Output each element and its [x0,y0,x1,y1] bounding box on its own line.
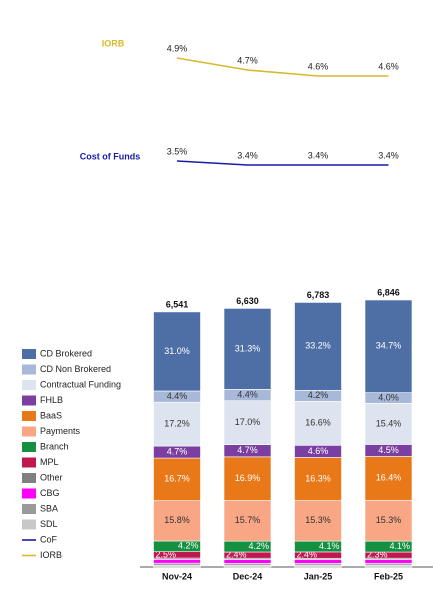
total-label: 6,846 [377,287,400,297]
data-label: 16.4% [376,473,402,483]
data-label: 17.2% [164,419,190,429]
data-label: 4.2% [308,390,329,400]
data-label: 31.3% [235,343,261,353]
data-label: 3.4% [308,150,329,160]
bar-segment [364,456,413,501]
legend-label: CBG [40,488,60,498]
data-label: 4.7% [167,446,188,456]
legend-swatch [22,349,36,359]
legend-label: IORB [40,550,62,560]
bar-segment [294,500,342,542]
legend-swatch [22,488,36,499]
data-label: 4.6% [378,61,399,71]
bar-segment [294,457,342,501]
total-label: 6,783 [307,290,330,300]
data-label: 4.1% [319,541,340,551]
data-label: 17.0% [235,417,261,427]
bar-segment [223,559,272,564]
legend-label: Contractual Funding [40,379,121,389]
data-label: 3.4% [378,150,399,160]
data-label: 16.7% [164,474,190,484]
data-label: 33.2% [305,341,331,351]
legend-label: CoF [40,534,58,544]
bar-segment [153,401,201,447]
bar-segment [364,559,413,564]
bar-segment [153,500,201,542]
data-label: 4.4% [237,389,258,399]
line [176,57,389,77]
legend-label: FHLB [40,395,63,405]
legend-swatch [22,380,36,390]
data-label: 4.5% [378,445,399,455]
x-tick-label: Dec-24 [233,571,263,581]
bar-segment [364,499,413,542]
data-label: 4.0% [378,392,399,402]
line-label: Cost of Funds [80,151,141,161]
bar-segment [153,311,201,392]
legend-label: BaaS [40,410,62,420]
data-label: 4.6% [308,61,329,71]
legend-swatch [22,395,36,406]
legend-label: CD Non Brokered [40,364,111,374]
data-label: 2.5% [156,549,177,559]
bar-segment [223,400,272,445]
data-label: 16.9% [235,473,261,483]
data-label: 2.4% [297,549,318,559]
legend-swatch [22,442,36,452]
data-label: 15.3% [376,515,402,525]
data-label: 4.1% [389,541,410,551]
data-label: 15.7% [235,515,261,525]
data-label: 4.7% [237,445,258,455]
data-label: 4.7% [237,55,258,65]
data-label: 2.3% [367,549,388,559]
total-label: 6,541 [166,299,189,309]
legend-swatch [22,457,36,468]
bar-segment [364,403,413,445]
data-label: 2.4% [226,549,247,559]
data-label: 15.8% [164,515,190,525]
bar-segment [223,500,272,542]
data-label: 15.4% [376,418,402,428]
data-label: 34.7% [376,341,402,351]
data-label: 4.6% [308,446,329,456]
legend-label: CD Brokered [40,348,92,358]
legend-swatch [22,519,36,530]
data-label: 4.9% [167,43,188,53]
legend-label: MPL [40,457,59,467]
data-label: 4.2% [248,541,269,551]
bar-segment [153,457,201,501]
legend-swatch [22,411,36,421]
data-label: 16.3% [305,473,331,483]
legend-label: SDL [40,519,58,529]
legend-label: SBA [40,503,58,513]
x-tick-label: Feb-25 [374,571,403,581]
line-label: IORB [102,38,125,48]
legend-swatch [22,504,36,514]
legend-swatch [22,364,36,375]
bar-segment [153,559,201,564]
data-label: 3.5% [167,146,188,156]
data-label: 15.3% [305,515,331,525]
legend-label: Other [40,472,63,482]
legend-label: Branch [40,441,69,451]
legend-swatch [22,473,36,483]
data-label: 4.4% [167,391,188,401]
x-tick-label: Nov-24 [162,571,192,581]
data-label: 3.4% [237,150,258,160]
bar-segment [294,559,342,564]
legend-label: Payments [40,426,81,436]
bar-segment [364,299,413,393]
data-label: 4.2% [178,541,199,551]
data-label: 31.0% [164,346,190,356]
x-tick-label: Jan-25 [304,571,333,581]
bar-segment [223,308,272,390]
line [176,160,389,166]
data-label: 16.6% [305,418,331,428]
bar-segment [294,302,342,391]
total-label: 6,630 [236,296,259,306]
bar-segment [223,456,272,501]
bar-segment [153,562,201,566]
legend-swatch [22,426,36,437]
